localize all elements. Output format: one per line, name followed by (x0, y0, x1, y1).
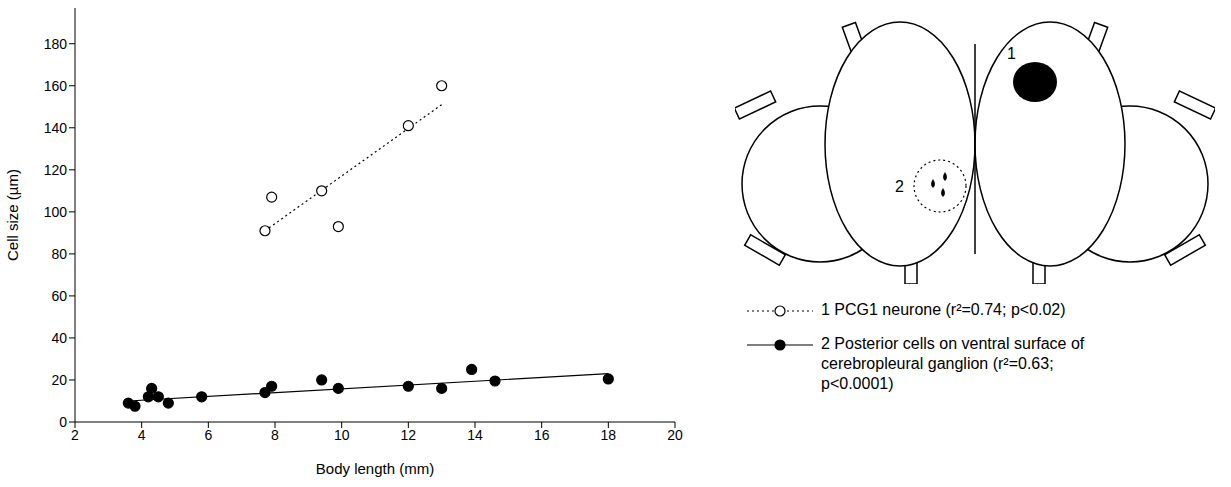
svg-text:1: 1 (1007, 45, 1016, 62)
svg-text:140: 140 (44, 120, 68, 136)
svg-text:80: 80 (51, 246, 67, 262)
svg-text:18: 18 (601, 427, 617, 443)
svg-text:8: 8 (271, 427, 279, 443)
svg-text:180: 180 (44, 36, 68, 52)
svg-text:100: 100 (44, 204, 68, 220)
svg-text:14: 14 (467, 427, 483, 443)
svg-text:4: 4 (138, 427, 146, 443)
svg-text:16: 16 (534, 427, 550, 443)
html-text:1 PCG1 neurone (r²=0.74; p<0.0: 1 PCG1 neurone (r²=0.74; p<0.02) (821, 301, 1066, 318)
svg-text:60: 60 (51, 288, 67, 304)
svg-text:2: 2 (71, 427, 79, 443)
svg-text:Body length (mm): Body length (mm) (316, 460, 434, 477)
svg-text:2: 2 (895, 178, 904, 195)
svg-text:12: 12 (401, 427, 417, 443)
svg-text:0: 0 (59, 414, 67, 430)
svg-text:40: 40 (51, 330, 67, 346)
html-text:2 Posterior cells on ventral s: 2 Posterior cells on ventral surface of … (821, 335, 1085, 392)
svg-text:Cell size (µm): Cell size (µm) (4, 169, 21, 261)
svg-text:120: 120 (44, 162, 68, 178)
svg-text:6: 6 (204, 427, 212, 443)
svg-text:10: 10 (334, 427, 350, 443)
svg-text:160: 160 (44, 78, 68, 94)
svg-text:20: 20 (51, 372, 67, 388)
svg-text:20: 20 (667, 427, 683, 443)
